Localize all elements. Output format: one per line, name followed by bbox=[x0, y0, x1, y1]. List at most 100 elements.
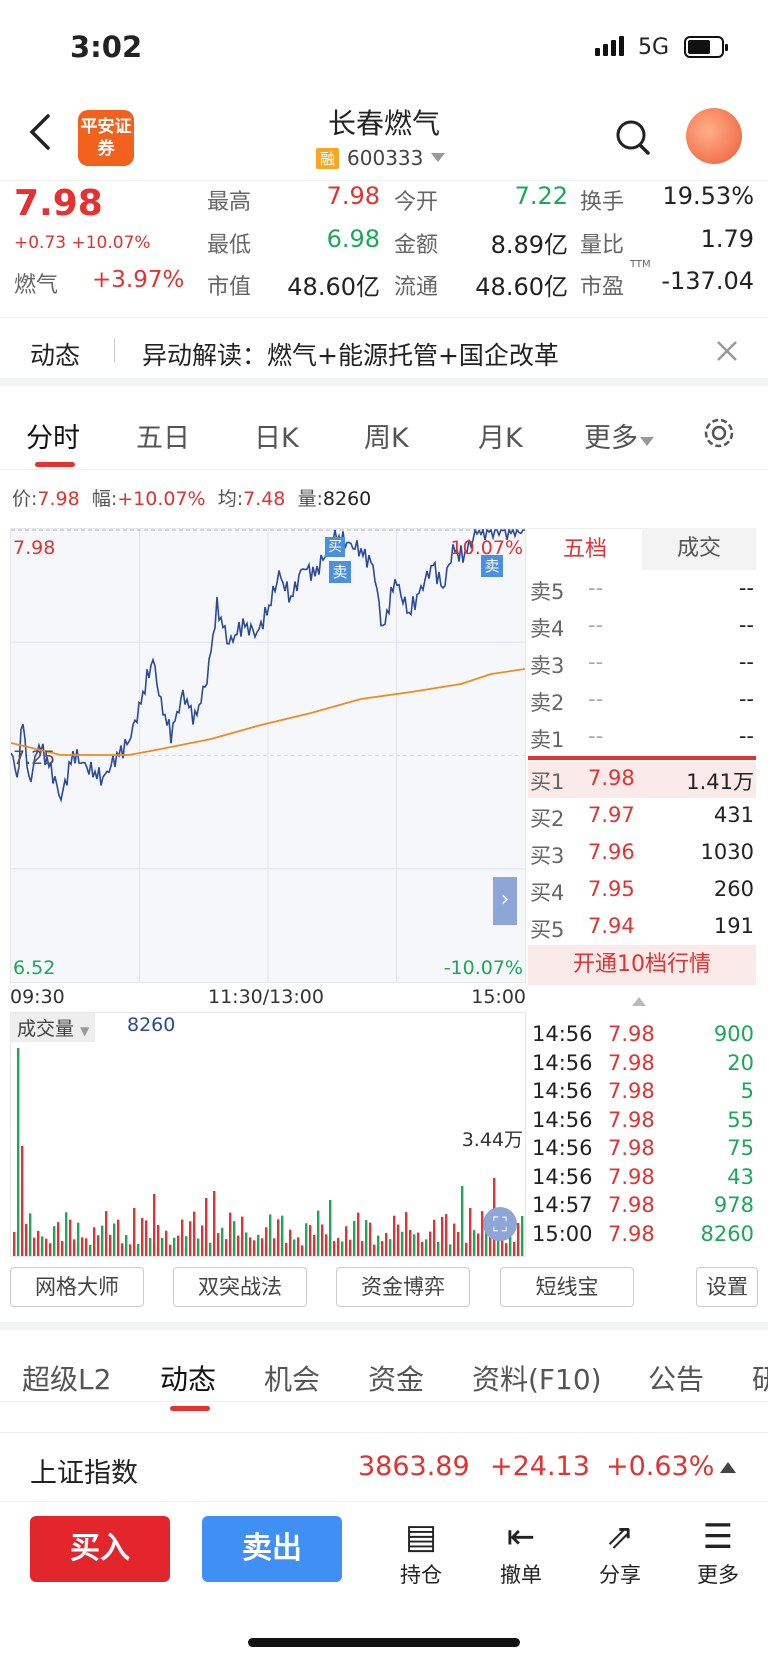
tab-day-k[interactable]: 日K bbox=[254, 423, 299, 454]
tick-price: 7.98 bbox=[608, 1079, 655, 1103]
status-bar: 3:02 5G bbox=[0, 0, 768, 92]
settings-icon[interactable] bbox=[702, 416, 736, 450]
sector-label[interactable]: 燃气 bbox=[14, 273, 59, 298]
tab-five-level[interactable]: 五档 bbox=[528, 528, 642, 570]
tab-more[interactable]: 更多 bbox=[584, 416, 654, 455]
volume-bar bbox=[441, 1216, 444, 1256]
volume-bar bbox=[201, 1225, 204, 1256]
collapse-up-icon[interactable] bbox=[632, 996, 646, 1006]
tab-f10[interactable]: 资料(F10) bbox=[472, 1363, 602, 1396]
volume-chart[interactable]: 成交量 ▼ 8260 3.44万 ⛶ bbox=[10, 1012, 526, 1257]
volume-bar bbox=[509, 1233, 512, 1256]
sell-button[interactable]: 卖出 bbox=[202, 1516, 342, 1582]
tab-five-day[interactable]: 五日 bbox=[136, 423, 190, 454]
volume-bar bbox=[137, 1243, 140, 1256]
sector-change[interactable]: +3.97% bbox=[92, 267, 185, 293]
positions-button[interactable]: ▤ 持仓 bbox=[389, 1515, 453, 1589]
assistant-avatar[interactable] bbox=[686, 108, 742, 164]
cancel-order-button[interactable]: ⇤ 撤单 bbox=[489, 1515, 553, 1589]
ask-level-volume: -- bbox=[738, 576, 754, 600]
tab-super-l2[interactable]: 超级L2 bbox=[22, 1363, 112, 1396]
volume-bar bbox=[305, 1223, 308, 1256]
volume-bar bbox=[517, 1223, 520, 1256]
volume-bar bbox=[317, 1210, 320, 1256]
volume-bar bbox=[41, 1236, 44, 1256]
tool-double-break[interactable]: 双突战法 bbox=[173, 1267, 307, 1307]
volume-bar bbox=[297, 1237, 300, 1256]
volume-bar bbox=[77, 1222, 80, 1256]
stock-code-selector[interactable]: 融 600333 bbox=[316, 146, 446, 170]
ask-level[interactable]: 卖1 -- -- bbox=[530, 720, 754, 754]
volume-indicator-select[interactable]: 成交量 ▼ bbox=[11, 1013, 96, 1042]
tab-dynamic[interactable]: 动态 bbox=[160, 1363, 217, 1396]
volume-bar bbox=[197, 1238, 200, 1256]
margin-badge: 融 bbox=[316, 147, 340, 169]
ask-level[interactable]: 卖5 -- -- bbox=[530, 572, 754, 606]
bid-level[interactable]: 买4 7.95 260 bbox=[530, 873, 754, 907]
tab-indicator bbox=[170, 1406, 210, 1411]
tick-price: 7.98 bbox=[608, 1193, 655, 1217]
volume-bar bbox=[353, 1220, 356, 1256]
upgrade-level10-button[interactable]: 开通10档行情 bbox=[528, 945, 756, 985]
sell-marker[interactable]: 卖 bbox=[481, 555, 503, 577]
volume-bar bbox=[89, 1244, 92, 1256]
volume-bar bbox=[85, 1238, 88, 1256]
home-indicator bbox=[248, 1638, 520, 1647]
fullscreen-icon[interactable]: ⛶ bbox=[483, 1207, 517, 1241]
volume-bar bbox=[481, 1211, 484, 1256]
volume-bar bbox=[37, 1230, 40, 1256]
tick-volume: 43 bbox=[727, 1164, 754, 1189]
tab-announcements[interactable]: 公告 bbox=[648, 1363, 705, 1396]
volume-bar bbox=[61, 1241, 64, 1256]
volume-bar bbox=[49, 1243, 52, 1256]
close-icon[interactable] bbox=[716, 340, 738, 362]
ask-level[interactable]: 卖4 -- -- bbox=[530, 609, 754, 643]
ask-level-volume: -- bbox=[738, 650, 754, 674]
bid-level-price: 7.97 bbox=[588, 803, 635, 827]
tool-grid-master[interactable]: 网格大师 bbox=[10, 1267, 144, 1307]
search-icon[interactable] bbox=[614, 118, 652, 158]
news-banner[interactable]: 动态 异动解读：燃气+能源托管+国企改革 bbox=[0, 318, 768, 386]
volume-bar bbox=[489, 1230, 492, 1256]
tab-research[interactable]: 研 bbox=[752, 1363, 768, 1396]
orderbook-tabs: 五档 成交 bbox=[528, 528, 756, 570]
tab-trades[interactable]: 成交 bbox=[676, 536, 721, 561]
more-button[interactable]: ☰ 更多 bbox=[686, 1515, 750, 1589]
index-ticker[interactable]: 上证指数 3863.89 +24.13 +0.63% bbox=[0, 1432, 768, 1502]
intraday-chart[interactable]: 7.98 7.25 6.52 10.07% -10.07% 买 卖 卖 › bbox=[10, 528, 526, 983]
volume-bar bbox=[457, 1231, 460, 1256]
volume-bar bbox=[249, 1237, 252, 1256]
ask-level[interactable]: 卖3 -- -- bbox=[530, 646, 754, 680]
bid-level[interactable]: 买2 7.97 431 bbox=[530, 799, 754, 833]
share-button[interactable]: ⇗ 分享 bbox=[588, 1515, 652, 1589]
bid-level[interactable]: 买1 7.98 1.41万 bbox=[530, 762, 754, 796]
volume-bar bbox=[189, 1221, 192, 1256]
volume-bar bbox=[321, 1224, 324, 1256]
buy-marker[interactable]: 买 bbox=[325, 537, 345, 557]
pe-value: -137.04 bbox=[661, 267, 754, 295]
bid1-highlight bbox=[528, 762, 756, 798]
volume-bar bbox=[265, 1227, 268, 1256]
ask-level[interactable]: 卖2 -- -- bbox=[530, 683, 754, 717]
tool-fund-game[interactable]: 资金博弈 bbox=[336, 1267, 470, 1307]
ask-level-price: -- bbox=[588, 650, 604, 674]
expand-up-icon[interactable] bbox=[720, 1461, 736, 1473]
tick-volume: 8260 bbox=[700, 1221, 754, 1246]
bid-level[interactable]: 买3 7.96 1030 bbox=[530, 836, 754, 870]
trade-tick: 15:00 7.98 8260 bbox=[532, 1222, 754, 1250]
tab-intraday[interactable]: 分时 bbox=[26, 423, 80, 454]
tab-opportunity[interactable]: 机会 bbox=[264, 1363, 321, 1396]
tab-funds[interactable]: 资金 bbox=[368, 1363, 425, 1396]
sell-marker[interactable]: 卖 bbox=[329, 561, 351, 583]
tool-short-term[interactable]: 短线宝 bbox=[500, 1267, 634, 1307]
back-icon[interactable] bbox=[26, 112, 56, 152]
tab-month-k[interactable]: 月K bbox=[478, 423, 523, 454]
bid-level[interactable]: 买5 7.94 191 bbox=[530, 910, 754, 944]
trade-tick: 14:57 7.98 978 bbox=[532, 1193, 754, 1221]
buy-button[interactable]: 买入 bbox=[30, 1516, 170, 1582]
tool-settings[interactable]: 设置 bbox=[696, 1267, 758, 1307]
tab-week-k[interactable]: 周K bbox=[364, 423, 409, 454]
expand-orderbook-button[interactable]: › bbox=[493, 877, 517, 925]
volume-bar bbox=[105, 1211, 108, 1256]
tick-price: 7.98 bbox=[608, 1221, 655, 1246]
